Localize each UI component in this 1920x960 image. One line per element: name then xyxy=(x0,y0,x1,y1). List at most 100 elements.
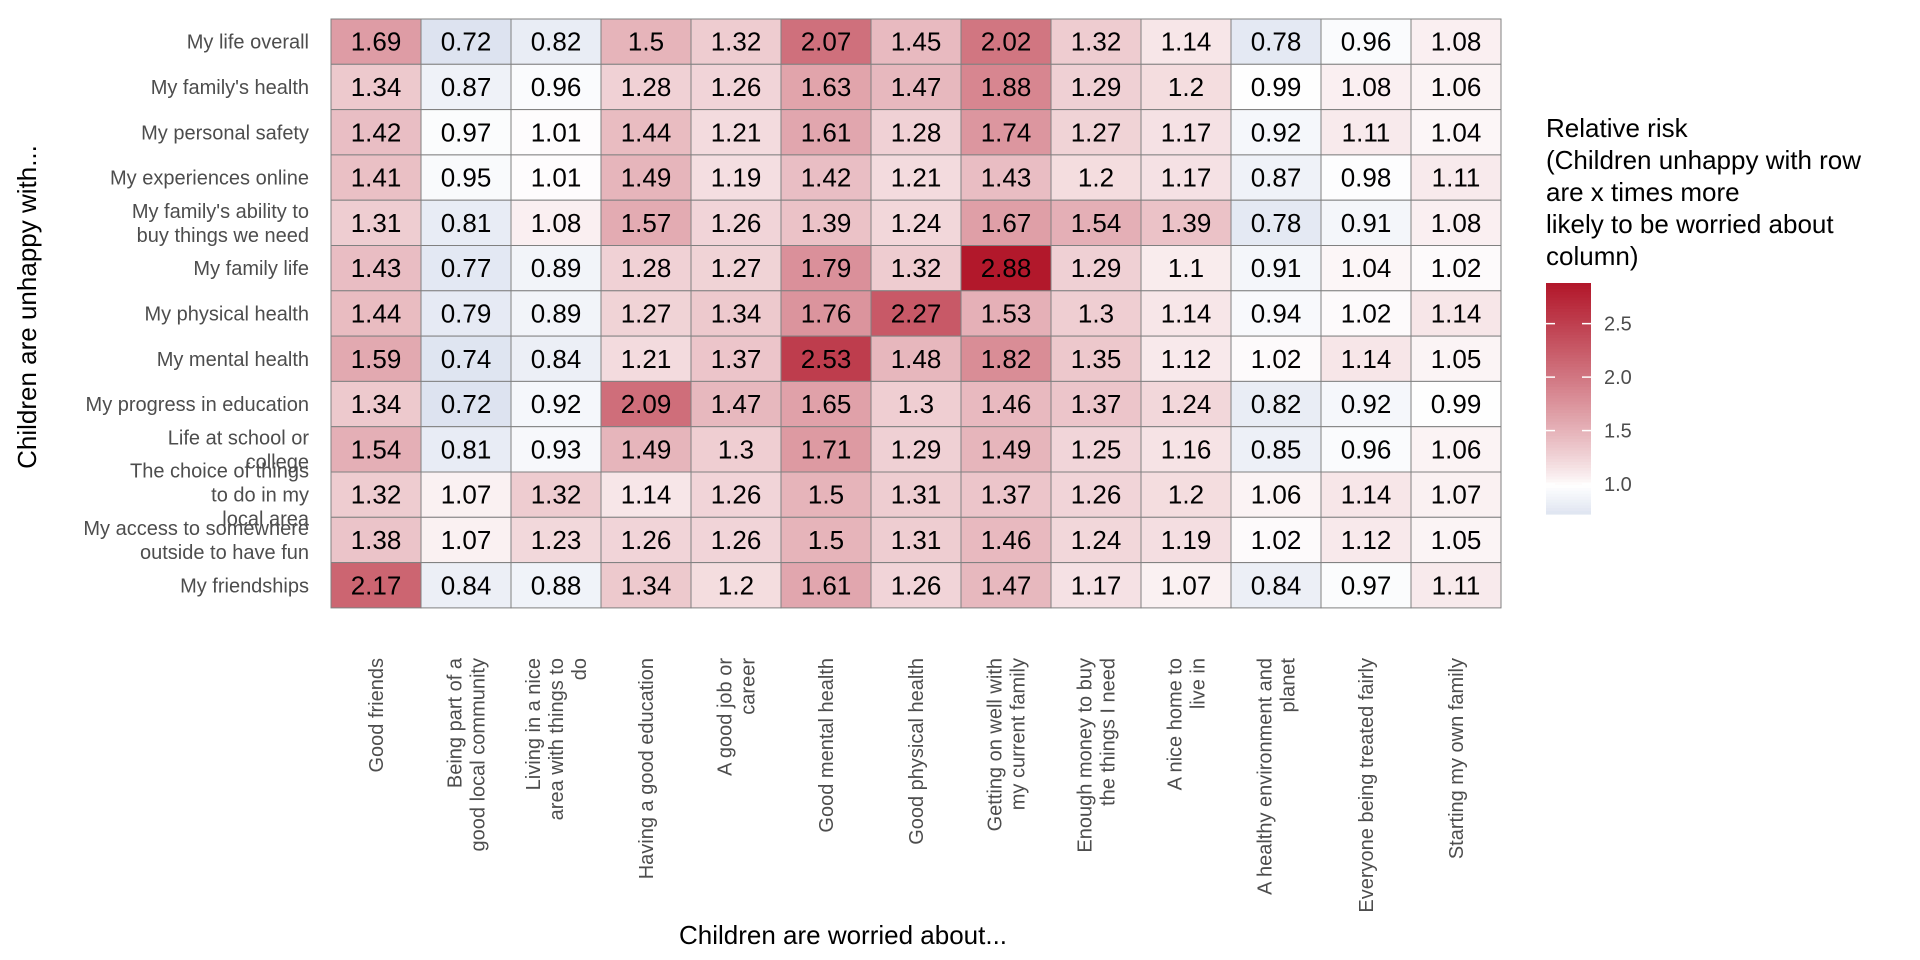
cell-value-label: 1.49 xyxy=(621,434,672,464)
heatmap-cell xyxy=(960,562,1052,609)
cell-value-label: 1.21 xyxy=(621,344,672,374)
cell-value-label: 1.35 xyxy=(1071,344,1122,374)
legend-gradient-band xyxy=(1546,508,1591,512)
cell-value-label: 1.65 xyxy=(801,389,852,419)
cell-value-label: 1.34 xyxy=(351,72,402,102)
legend-gradient-band xyxy=(1546,352,1591,356)
legend-tick-label: 2.5 xyxy=(1604,314,1632,336)
heatmap-cell xyxy=(1410,426,1502,473)
heatmap-cell xyxy=(1410,335,1502,382)
legend-gradient-band xyxy=(1546,381,1591,385)
heatmap-cell xyxy=(960,335,1052,382)
heatmap-cell xyxy=(1320,154,1412,201)
cell-value-label: 1.34 xyxy=(621,570,672,600)
y-tick-label: My personal safety xyxy=(141,122,309,144)
cell-value-label: 1.24 xyxy=(1071,525,1122,555)
heatmap-cell xyxy=(690,426,782,473)
x-tick-label: A healthy environment andplanet xyxy=(1255,658,1300,895)
heatmap-cell xyxy=(600,63,692,111)
cell-value-label: 2.53 xyxy=(801,344,852,374)
cell-value-label: 1.76 xyxy=(801,298,852,328)
legend-gradient-band xyxy=(1546,337,1591,342)
cell-value-label: 1.21 xyxy=(711,117,762,147)
heatmap-cell xyxy=(690,471,782,518)
cell-value-label: 1.45 xyxy=(891,27,942,57)
heatmap-cell xyxy=(1230,562,1322,609)
heatmap-cell xyxy=(960,471,1052,518)
cell-value-label: 1.14 xyxy=(621,480,672,510)
heatmap-cell xyxy=(1050,63,1142,111)
heatmap-cell xyxy=(690,109,782,156)
cell-value-label: 1.27 xyxy=(621,298,672,328)
cell-value-label: 1.31 xyxy=(891,480,942,510)
x-tick-label: A nice home tolive in xyxy=(1165,658,1210,790)
legend-gradient-band xyxy=(1546,326,1591,330)
cell-value-label: 1.02 xyxy=(1431,253,1482,283)
legend-gradient-band xyxy=(1546,366,1591,371)
cell-value-label: 1.31 xyxy=(351,208,402,238)
heatmap-cell xyxy=(960,63,1052,111)
cell-value-label: 0.96 xyxy=(1341,434,1392,464)
legend-gradient-band xyxy=(1546,493,1591,498)
heatmap-cell xyxy=(870,63,962,111)
legend-gradient-band xyxy=(1546,418,1591,423)
cell-value-label: 0.96 xyxy=(1341,27,1392,57)
cell-value-label: 1.31 xyxy=(891,525,942,555)
heatmap-cell xyxy=(1320,63,1412,111)
cell-value-label: 1.07 xyxy=(441,525,492,555)
legend-gradient-band xyxy=(1546,363,1591,368)
legend-gradient-band xyxy=(1546,346,1591,351)
heatmap-cell xyxy=(510,290,602,337)
cell-value-label: 1.08 xyxy=(1341,72,1392,102)
cell-value-label: 0.84 xyxy=(531,344,582,374)
legend-gradient-band xyxy=(1546,456,1591,460)
heatmap-cell xyxy=(870,245,962,292)
legend-gradient-band xyxy=(1546,323,1591,327)
legend-gradient-band xyxy=(1546,398,1591,402)
heatmap-cell xyxy=(330,471,422,518)
heatmap-cell xyxy=(600,199,692,246)
legend-gradient-band xyxy=(1546,410,1591,414)
cell-value-label: 1.3 xyxy=(898,389,934,419)
legend-gradient-band xyxy=(1546,438,1591,443)
cell-value-label: 1.21 xyxy=(891,163,942,193)
heatmap-cell xyxy=(1230,516,1322,564)
x-axis-title: Children are worried about... xyxy=(679,920,1007,950)
cell-value-label: 1.14 xyxy=(1161,27,1212,57)
heatmap-cell xyxy=(780,380,872,428)
heatmap-cell xyxy=(1050,516,1142,564)
heatmap-cell xyxy=(870,562,962,609)
heatmap-cell xyxy=(420,245,512,292)
heatmap-cell xyxy=(1050,154,1142,201)
heatmap-cell xyxy=(960,245,1052,292)
heatmap-cell xyxy=(600,471,692,518)
heatmap-cell xyxy=(420,109,512,156)
heatmap-cell xyxy=(1410,290,1502,337)
cell-value-label: 1.07 xyxy=(1431,480,1482,510)
cell-value-label: 0.87 xyxy=(441,72,492,102)
legend-gradient-band xyxy=(1546,378,1591,382)
cell-value-label: 1.28 xyxy=(891,117,942,147)
cell-value-label: 1.57 xyxy=(621,208,672,238)
legend-gradient-band xyxy=(1546,470,1591,475)
cell-value-label: 0.92 xyxy=(531,389,582,419)
legend-gradient-band xyxy=(1546,306,1591,310)
heatmap-cell xyxy=(870,199,962,246)
legend-tick-label: 1.0 xyxy=(1604,474,1632,496)
cell-value-label: 1.43 xyxy=(981,163,1032,193)
legend-gradient-band xyxy=(1546,283,1591,287)
cell-value-label: 0.72 xyxy=(441,27,492,57)
heatmap-cell xyxy=(1140,290,1232,337)
heatmap-cell xyxy=(600,380,692,428)
x-tick-label: Good friends xyxy=(366,658,388,773)
heatmap-cell xyxy=(780,335,872,382)
cell-value-label: 1.48 xyxy=(891,344,942,374)
cell-value-label: 1.2 xyxy=(1078,163,1114,193)
heatmap-cell xyxy=(510,516,602,564)
legend-gradient-band xyxy=(1546,450,1591,454)
heatmap-cell xyxy=(1230,154,1322,201)
legend-gradient-band xyxy=(1546,415,1591,420)
legend-gradient-band xyxy=(1546,473,1591,478)
heatmap-cell xyxy=(1230,245,1322,292)
legend-gradient-band xyxy=(1546,482,1591,486)
